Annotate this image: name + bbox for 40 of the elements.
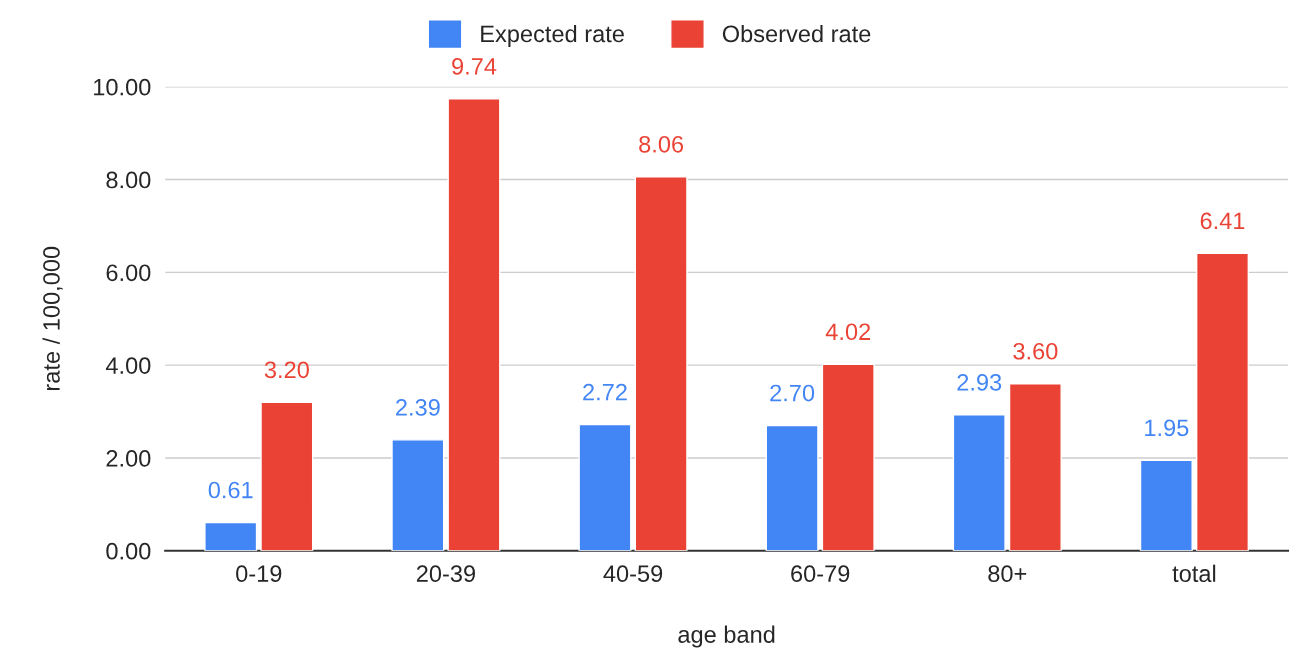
x-axis-title: age band [678, 625, 775, 648]
y-axis-title: rate / 100,000 [42, 246, 63, 391]
bar [391, 439, 445, 551]
y-tick-label: 6.00 [106, 264, 151, 282]
y-tick-label: 8.00 [106, 171, 151, 189]
data-label: 3.60 [1013, 342, 1058, 360]
x-tick-label: 60-79 [791, 565, 850, 583]
y-tick-label: 0.00 [106, 542, 151, 560]
data-label: 9.74 [452, 57, 497, 75]
bar [447, 98, 501, 551]
bar [952, 414, 1006, 551]
y-tick-label: 10.00 [94, 78, 151, 96]
data-label: 0.61 [208, 481, 253, 499]
data-label: 6.41 [1200, 212, 1245, 230]
bar [204, 521, 258, 551]
x-tick-label: 20-39 [416, 565, 475, 583]
data-label: 2.70 [770, 384, 815, 402]
bar [634, 176, 688, 551]
bar [765, 424, 819, 551]
y-tick-label: 4.00 [105, 357, 151, 374]
bar [578, 423, 632, 551]
legend-label: Observed rate [722, 24, 871, 43]
data-label: 2.93 [957, 373, 1002, 391]
x-tick-label: 0-19 [236, 565, 282, 583]
y-tick-label: 2.00 [106, 450, 151, 467]
x-tick-label: 80+ [988, 565, 1027, 583]
bar [1139, 459, 1193, 551]
data-label: 3.20 [264, 361, 309, 379]
data-label: 4.02 [825, 323, 871, 341]
x-tick-label: total [1172, 564, 1216, 583]
x-tick-label: 40-59 [603, 565, 663, 583]
data-label: 2.72 [583, 383, 627, 401]
bar [1008, 383, 1062, 551]
data-label: 1.95 [1145, 419, 1189, 437]
data-label: 8.06 [639, 135, 684, 153]
bar [260, 401, 314, 551]
bar [821, 363, 875, 551]
legend-label: Expected rate [481, 24, 624, 47]
bar [1195, 252, 1250, 551]
data-label: 2.39 [396, 399, 440, 416]
